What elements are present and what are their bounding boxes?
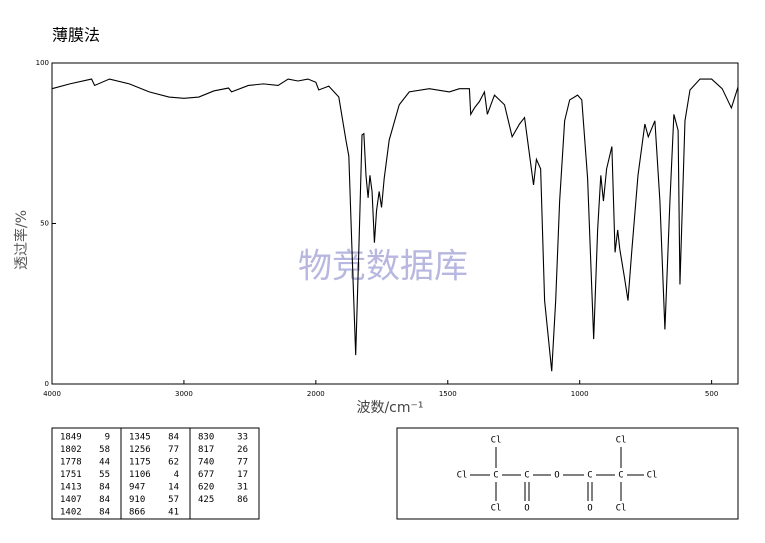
atom: C — [587, 471, 592, 481]
peak-wavenumber: 1802 — [60, 445, 82, 455]
peak-wavenumber: 1751 — [60, 470, 82, 480]
atom: Cl — [616, 504, 627, 514]
atom: Cl — [491, 436, 502, 446]
peak-transmittance: 55 — [99, 470, 110, 480]
atom: O — [524, 504, 529, 514]
peak-wavenumber: 1413 — [60, 483, 82, 493]
peak-wavenumber: 830 — [198, 433, 214, 443]
peak-wavenumber: 1849 — [60, 433, 82, 443]
atom: Cl — [616, 436, 627, 446]
atom: Cl — [491, 504, 502, 514]
structure-box — [396, 427, 739, 520]
x-tick-label: 3000 — [175, 390, 193, 398]
peak-wavenumber: 947 — [129, 483, 145, 493]
peak-table-box — [51, 427, 260, 520]
peak-transmittance: 84 — [99, 483, 110, 493]
atom: Cl — [457, 471, 468, 481]
y-tick-label: 100 — [36, 59, 49, 67]
peak-transmittance: 17 — [237, 470, 248, 480]
peak-transmittance: 77 — [168, 445, 179, 455]
spectrum-line — [51, 78, 739, 372]
peak-transmittance: 33 — [237, 433, 248, 443]
peak-transmittance: 26 — [237, 445, 248, 455]
x-tick-label: 1500 — [439, 390, 457, 398]
peak-transmittance: 58 — [99, 445, 110, 455]
peak-transmittance: 31 — [237, 483, 248, 493]
peak-wavenumber: 1345 — [129, 433, 151, 443]
peak-transmittance: 84 — [99, 508, 110, 518]
peak-wavenumber: 1256 — [129, 445, 151, 455]
y-axis-label: 透过率/% — [13, 210, 30, 270]
peak-wavenumber: 677 — [198, 470, 214, 480]
peak-wavenumber: 910 — [129, 495, 145, 505]
peak-wavenumber: 1106 — [129, 470, 151, 480]
peak-wavenumber: 1407 — [60, 495, 82, 505]
x-tick-label: 1000 — [571, 390, 589, 398]
atom: O — [554, 471, 559, 481]
y-tick-label: 0 — [45, 380, 49, 388]
chart-title: 薄膜法 — [52, 26, 100, 45]
peak-transmittance: 9 — [105, 433, 110, 443]
peak-transmittance: 84 — [99, 495, 110, 505]
peak-wavenumber: 1402 — [60, 508, 82, 518]
peak-transmittance: 4 — [174, 470, 179, 480]
atom: C — [524, 471, 529, 481]
x-tick-label: 500 — [705, 390, 718, 398]
peak-transmittance: 86 — [237, 495, 248, 505]
peak-wavenumber: 620 — [198, 483, 214, 493]
peak-transmittance: 41 — [168, 508, 179, 518]
x-tick-label: 4000 — [43, 390, 61, 398]
peak-wavenumber: 740 — [198, 458, 214, 468]
atom: O — [587, 504, 592, 514]
y-tick-label: 50 — [40, 220, 49, 228]
peak-transmittance: 62 — [168, 458, 179, 468]
structure-atoms: Cl Cl C C O C C Cl Cl Cl O O Cl — [457, 436, 658, 514]
atom: C — [493, 471, 498, 481]
peak-wavenumber: 425 — [198, 495, 214, 505]
watermark: 物竞数据库 — [298, 247, 468, 287]
peak-transmittance: 84 — [168, 433, 179, 443]
x-tick-label: 2000 — [307, 390, 325, 398]
x-axis-label: 波数/cm⁻¹ — [356, 400, 423, 416]
atom: Cl — [647, 471, 658, 481]
peak-transmittance: 44 — [99, 458, 110, 468]
plot-frame — [51, 62, 739, 385]
bonds — [470, 447, 644, 501]
peak-wavenumber: 1778 — [60, 458, 82, 468]
atom: C — [618, 471, 623, 481]
peak-wavenumber: 1175 — [129, 458, 151, 468]
peak-transmittance: 14 — [168, 483, 179, 493]
peak-transmittance: 77 — [237, 458, 248, 468]
peak-wavenumber: 866 — [129, 508, 145, 518]
peak-wavenumber: 817 — [198, 445, 214, 455]
peak-transmittance: 57 — [168, 495, 179, 505]
